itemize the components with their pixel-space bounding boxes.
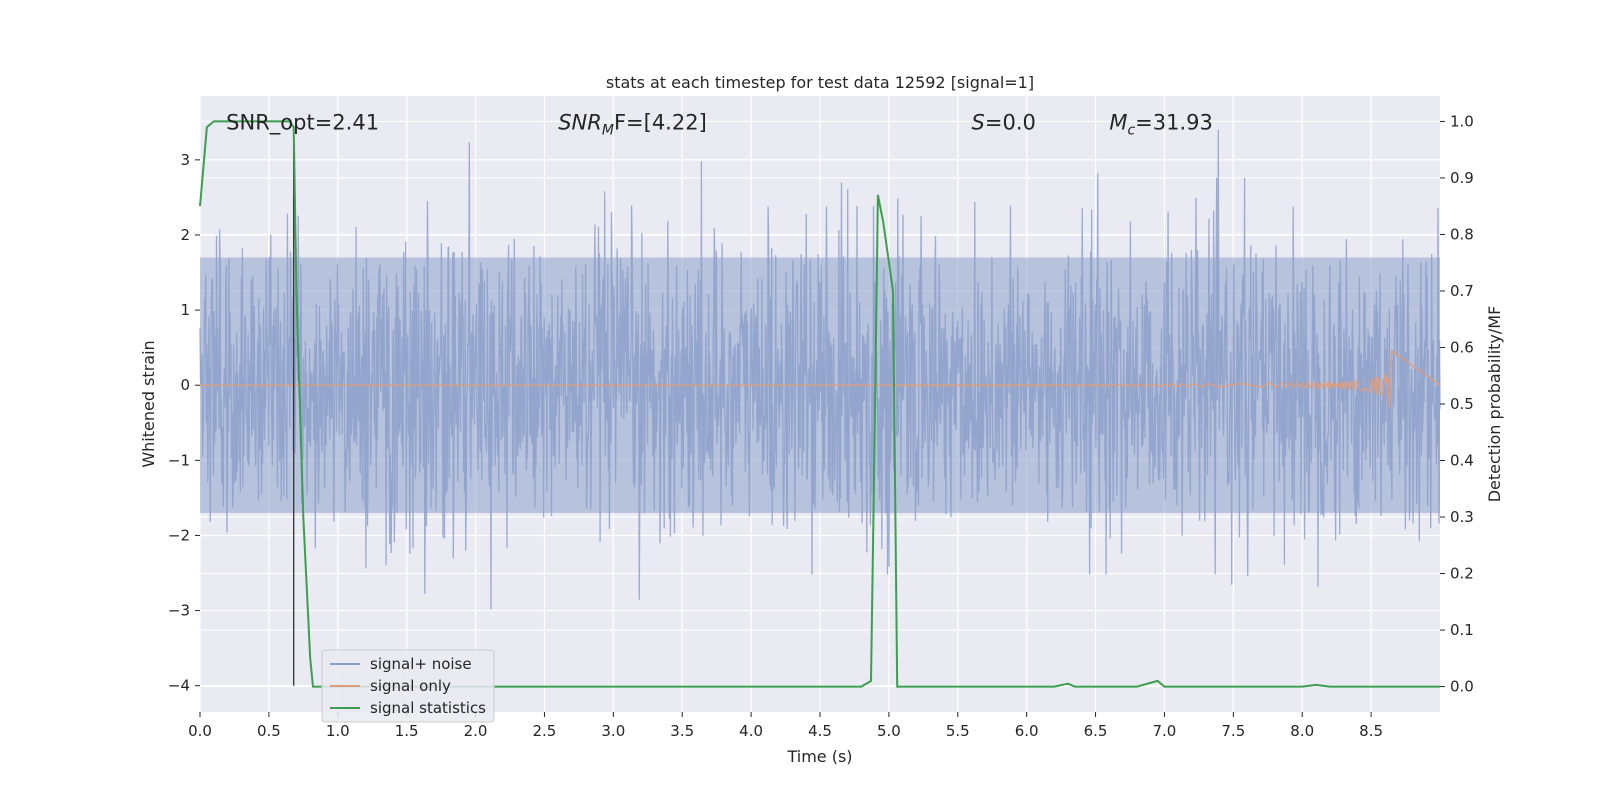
y2-tick-label-5: 0.5	[1450, 395, 1474, 413]
annotation-snr-opt: SNR_opt=2.41	[226, 110, 379, 135]
y-tick-label-4: 0	[180, 376, 190, 394]
y-tick-label-6: 2	[180, 226, 190, 244]
y2-tick-label-4: 0.4	[1450, 452, 1474, 470]
legend-label-0: signal+ noise	[370, 655, 472, 673]
legend-label-1: signal only	[370, 677, 451, 695]
y2-tick-label-9: 0.9	[1450, 169, 1474, 187]
y2-axis-label: Detection probability/MF	[1485, 306, 1504, 503]
x-tick-label-4: 2.0	[464, 722, 488, 740]
legend-label-2: signal statistics	[370, 699, 486, 717]
y-tick-label-2: −2	[168, 526, 190, 544]
series-signal-statistics	[199, 120, 1440, 688]
y2-tick-label-7: 0.7	[1450, 282, 1474, 300]
y2-tick-label-10: 1.0	[1450, 112, 1474, 130]
x-tick-label-16: 8.0	[1290, 722, 1314, 740]
y-tick-label-1: −3	[168, 602, 190, 620]
annotation-snr-mf: SNRMF=[4.22]	[558, 110, 707, 138]
x-tick-label-12: 6.0	[1015, 722, 1039, 740]
annotations: SNR_opt=2.41 SNRMF=[4.22] S=0.0 Mc=31.93	[226, 110, 1213, 138]
x-tick-label-1: 0.5	[257, 722, 281, 740]
x-tick-label-17: 8.5	[1359, 722, 1383, 740]
y2-tick-label-0: 0.0	[1450, 678, 1474, 696]
x-tick-label-11: 5.5	[946, 722, 970, 740]
x-tick-label-6: 3.0	[601, 722, 625, 740]
y-axis-label: Whitened strain	[139, 340, 158, 467]
y-tick-label-3: −1	[168, 451, 190, 469]
x-axis-label: Time (s)	[786, 747, 852, 766]
x-tick-label-5: 2.5	[533, 722, 557, 740]
x-tick-label-7: 3.5	[670, 722, 694, 740]
y-tick-label-7: 3	[180, 151, 190, 169]
chirp-line	[200, 349, 1441, 408]
y2-tick-label-3: 0.3	[1450, 508, 1474, 526]
y2-tick-label-2: 0.2	[1450, 565, 1474, 583]
series-signal-only	[200, 349, 1441, 408]
x-axis-ticks: 0.0 0.5 1.0 1.5 2.0 2.5 3.0 3.5 4.0 4.5 5.0 5.5 6.0 6…	[188, 712, 1383, 740]
y-axis-ticks: −4 −3 −2 −1 0 1 2 3	[168, 151, 200, 695]
statistics-line	[199, 120, 1440, 688]
x-tick-label-2: 1.0	[326, 722, 350, 740]
y2-tick-label-6: 0.6	[1450, 338, 1474, 356]
y2-tick-label-8: 0.8	[1450, 225, 1474, 243]
legend-box	[321, 649, 495, 723]
x-tick-label-10: 5.0	[877, 722, 901, 740]
x-tick-label-0: 0.0	[188, 722, 212, 740]
x-tick-label-9: 4.5	[808, 722, 832, 740]
y-tick-label-0: −4	[168, 677, 190, 695]
chart-title: stats at each timestep for test data 125…	[606, 73, 1034, 92]
x-tick-label-13: 6.5	[1084, 722, 1108, 740]
x-tick-label-8: 4.0	[739, 722, 763, 740]
x-tick-label-15: 7.5	[1221, 722, 1245, 740]
x-tick-label-3: 1.5	[395, 722, 419, 740]
y2-tick-label-1: 0.1	[1450, 621, 1474, 639]
y2-axis-ticks: 0.0 0.1 0.2 0.3 0.4 0.5 0.6 0.7 0.8 0.9 1.0	[1440, 112, 1474, 696]
y-tick-label-5: 1	[180, 301, 190, 319]
legend: signal+ noise signal only signal statistic…	[321, 649, 495, 723]
x-tick-label-14: 7.0	[1153, 722, 1177, 740]
annotation-s-value: S=0.0	[972, 110, 1036, 134]
annotation-mc-value: Mc=31.93	[1109, 110, 1213, 138]
